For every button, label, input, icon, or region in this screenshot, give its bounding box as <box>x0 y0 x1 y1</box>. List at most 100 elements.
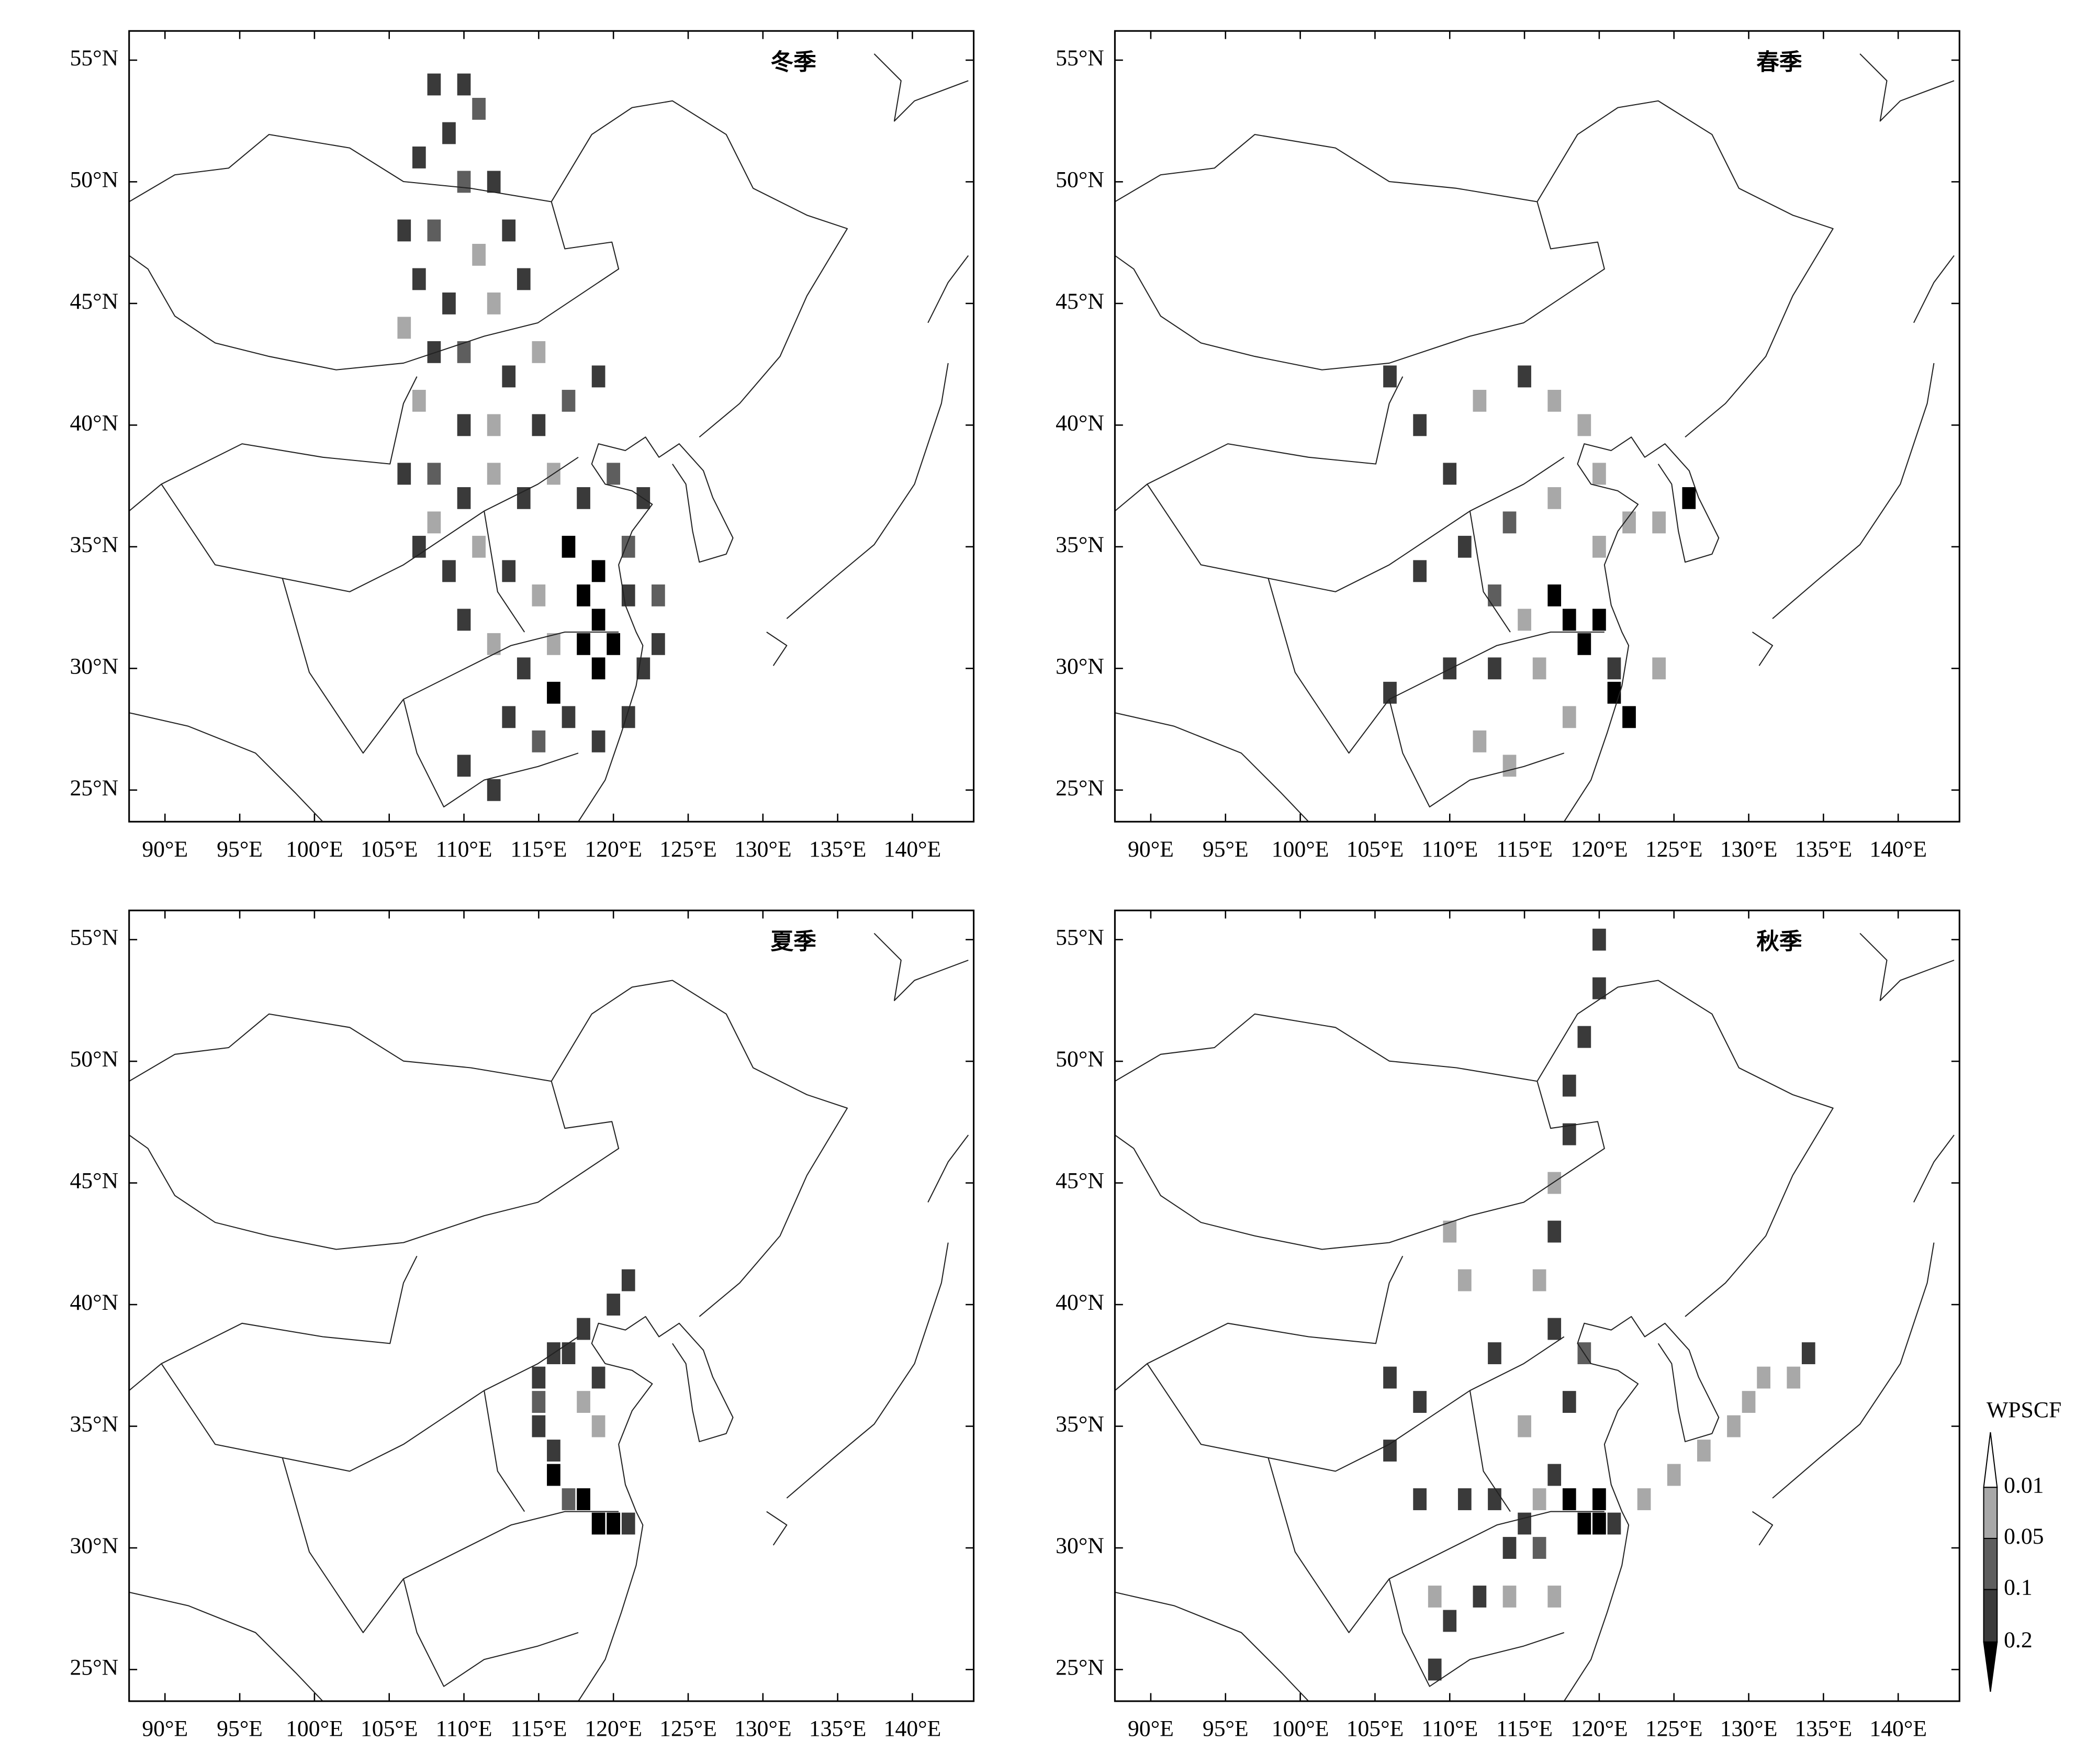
wpscf-cell <box>457 73 471 96</box>
y-tick-label: 40°N <box>70 1290 118 1315</box>
wpscf-cell <box>1413 1391 1427 1413</box>
wpscf-cell <box>487 414 501 436</box>
wpscf-cell <box>562 706 576 728</box>
wpscf-cell <box>412 389 426 412</box>
map-panel: 90°E 95°E 100°E 105°E 110°E 115°E 120°E 125°E 13… <box>70 30 975 862</box>
map-frame <box>1114 909 1960 1702</box>
wpscf-cell <box>502 560 516 582</box>
wpscf-cell <box>1428 1658 1442 1681</box>
y-tick-label: 30°N <box>1056 654 1104 679</box>
y-tick-label: 25°N <box>1056 776 1104 801</box>
wpscf-cell <box>1787 1366 1801 1389</box>
wpscf-cell <box>1727 1415 1741 1437</box>
wpscf-cell <box>1473 389 1487 412</box>
wpscf-cell <box>1577 633 1591 655</box>
wpscf-cell <box>1592 1488 1606 1510</box>
x-tick-label: 120°E <box>585 1716 642 1741</box>
wpscf-cell <box>532 1415 546 1437</box>
wpscf-cell <box>1547 1172 1562 1194</box>
x-tick-label: 110°E <box>1421 837 1478 862</box>
y-tick-label: 45°N <box>1056 289 1104 314</box>
colorbar-segment <box>1983 1487 1998 1540</box>
colorbar-segment <box>1983 1589 1998 1643</box>
wpscf-cell <box>562 1488 576 1510</box>
wpscf-cell <box>591 657 605 680</box>
wpscf-cell <box>532 730 546 752</box>
colorbar-label: 0.1 <box>2004 1575 2033 1600</box>
wpscf-cell <box>621 1269 635 1291</box>
wpscf-cell <box>547 681 560 704</box>
wpscf-cell <box>427 219 441 242</box>
x-tick-label: 125°E <box>659 1716 717 1741</box>
wpscf-cell <box>427 463 441 485</box>
x-tick-label: 135°E <box>1795 1716 1853 1741</box>
wpscf-cell <box>487 171 501 193</box>
wpscf-cell <box>487 292 501 314</box>
wpscf-cell <box>1697 1440 1711 1462</box>
wpscf-cell <box>1607 681 1621 704</box>
wpscf-cell <box>1577 1026 1591 1048</box>
wpscf-cell <box>607 1512 621 1535</box>
wpscf-cell <box>1592 535 1606 558</box>
wpscf-cell <box>532 414 546 436</box>
colorbar: WPSCF 0.01 0.05 0.1 0.2 <box>1983 1397 2061 1692</box>
colorbar-segment <box>1983 1432 1998 1488</box>
y-tick-label: 35°N <box>70 1412 118 1437</box>
x-tick-label: 90°E <box>142 1716 188 1741</box>
wpscf-cell <box>577 633 590 655</box>
wpscf-cell <box>1547 1464 1562 1486</box>
x-tick-label: 105°E <box>361 1716 418 1741</box>
y-tick-label: 30°N <box>70 1533 118 1558</box>
wpscf-cell <box>1532 1269 1546 1291</box>
x-tick-label: 135°E <box>809 837 867 862</box>
y-tick-label: 35°N <box>1056 1412 1104 1437</box>
x-tick-label: 140°E <box>884 1716 941 1741</box>
wpscf-cell <box>607 463 621 485</box>
wpscf-cell <box>1383 1440 1397 1462</box>
wpscf-cell <box>1742 1391 1756 1413</box>
x-tick-label: 125°E <box>659 837 717 862</box>
wpscf-cell <box>1518 365 1531 388</box>
wpscf-cell <box>1607 1512 1621 1535</box>
y-tick-label: 40°N <box>70 410 118 435</box>
x-tick-label: 115°E <box>1496 837 1553 862</box>
coastline <box>129 53 969 822</box>
x-tick-label: 90°E <box>1128 837 1174 862</box>
wpscf-cell <box>577 1488 590 1510</box>
wpscf-cell <box>652 584 665 606</box>
x-tick-label: 130°E <box>734 837 792 862</box>
wpscf-cell <box>1622 706 1636 728</box>
x-tick-label: 135°E <box>809 1716 867 1741</box>
y-tick-label: 55°N <box>1056 925 1104 950</box>
panel-title: 冬季 <box>771 50 817 75</box>
x-tick-label: 105°E <box>1347 1716 1404 1741</box>
wpscf-cell <box>412 268 426 290</box>
wpscf-cell <box>532 584 546 606</box>
wpscf-cell <box>442 122 456 144</box>
wpscf-cell <box>1518 1512 1531 1535</box>
wpscf-cell <box>1652 511 1666 534</box>
y-tick-label: 50°N <box>1056 167 1104 192</box>
wpscf-cell <box>427 73 441 96</box>
x-tick-label: 110°E <box>436 837 492 862</box>
x-tick-label: 110°E <box>436 1716 492 1741</box>
x-tick-label: 95°E <box>217 837 263 862</box>
wpscf-cell <box>1547 584 1562 606</box>
map-frame <box>1114 30 1960 823</box>
colorbar-segment <box>1983 1641 1998 1692</box>
wpscf-cell <box>1562 1391 1576 1413</box>
colorbar-segment <box>1983 1537 1998 1590</box>
wpscf-cell <box>1577 414 1591 436</box>
wpscf-cell <box>502 219 516 242</box>
wpscf-cell <box>1801 1342 1815 1364</box>
y-tick-label: 50°N <box>70 1047 118 1072</box>
y-tick-label: 25°N <box>70 1655 118 1680</box>
wpscf-cell <box>1532 1537 1546 1559</box>
wpscf-cell <box>502 706 516 728</box>
wpscf-cell <box>591 730 605 752</box>
wpscf-cell <box>1518 1415 1531 1437</box>
y-tick-label: 35°N <box>70 532 118 557</box>
x-tick-label: 90°E <box>142 837 188 862</box>
wpscf-cell <box>1577 1512 1591 1535</box>
